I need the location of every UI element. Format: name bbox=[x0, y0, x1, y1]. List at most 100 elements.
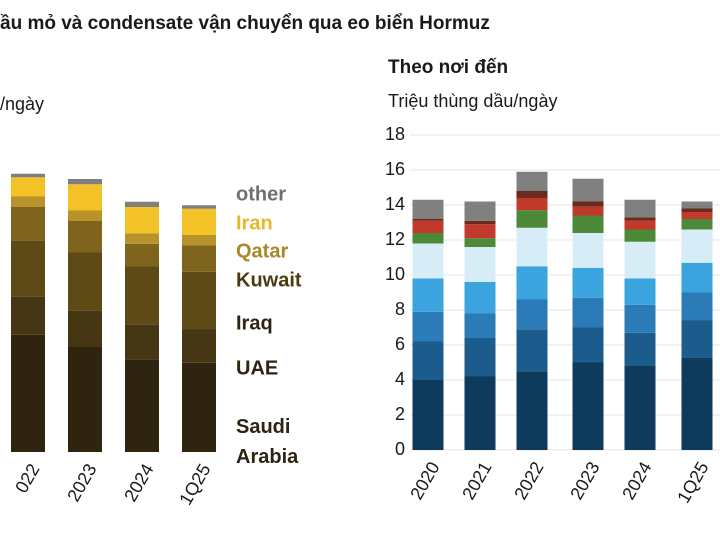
bar-segment bbox=[624, 217, 656, 221]
bar-segment bbox=[11, 334, 45, 452]
bar-segment bbox=[11, 196, 45, 207]
bar-segment bbox=[182, 329, 216, 363]
bar-segment bbox=[464, 224, 496, 239]
y-tick-label: 4 bbox=[395, 369, 405, 389]
bar-segment bbox=[681, 229, 713, 263]
bar-segment bbox=[182, 205, 216, 209]
bar-segment bbox=[125, 359, 159, 452]
y-tick-label: 12 bbox=[385, 229, 405, 249]
x-tick-label: 2022 bbox=[510, 458, 547, 503]
bar-segment bbox=[681, 201, 713, 209]
bar-segment bbox=[412, 380, 444, 450]
bar-segment bbox=[572, 206, 604, 216]
bar-segment bbox=[68, 210, 102, 221]
chart-title: Theo nơi đến bbox=[388, 57, 508, 78]
bar-segment bbox=[68, 310, 102, 347]
bar-segment bbox=[516, 198, 548, 211]
legend-label: other bbox=[236, 183, 286, 205]
legend-label: UAE bbox=[236, 357, 278, 379]
bar-segment bbox=[681, 357, 713, 450]
bar-segment bbox=[125, 207, 159, 234]
bar-segment bbox=[516, 371, 548, 450]
bar-segment bbox=[516, 299, 548, 330]
bar-segment bbox=[125, 266, 159, 325]
x-tick-label: 2020 bbox=[406, 458, 443, 503]
legend-label: Kuwait bbox=[236, 269, 302, 291]
bar-segment bbox=[572, 362, 604, 450]
bar-segment bbox=[464, 201, 496, 221]
bar-segment bbox=[516, 210, 548, 228]
bar-segment bbox=[464, 238, 496, 247]
bar-segment bbox=[464, 282, 496, 314]
bar-segment bbox=[681, 208, 713, 212]
bar-segment bbox=[464, 313, 496, 338]
bar-segment bbox=[68, 221, 102, 253]
bar-segment bbox=[412, 311, 444, 342]
x-tick-label: 2021 bbox=[458, 458, 495, 503]
bar-segment bbox=[182, 245, 216, 272]
bar-segment bbox=[11, 296, 45, 335]
legend-label: Iran bbox=[236, 212, 273, 234]
y-tick-label: 0 bbox=[395, 439, 405, 459]
y-tick-label: 16 bbox=[385, 159, 405, 179]
bar-segment bbox=[516, 329, 548, 372]
bar-segment bbox=[572, 297, 604, 328]
bar-segment bbox=[572, 268, 604, 298]
bar-segment bbox=[624, 229, 656, 242]
bar-segment bbox=[11, 240, 45, 297]
bar-segment bbox=[125, 233, 159, 244]
bar-segment bbox=[412, 199, 444, 219]
bar-segment bbox=[412, 219, 444, 221]
bar-segment bbox=[516, 191, 548, 198]
y-tick-label: 14 bbox=[385, 194, 405, 214]
bar-segment bbox=[68, 179, 102, 185]
bar-segment bbox=[182, 271, 216, 330]
bar-segment bbox=[624, 278, 656, 305]
page-title: ầu mỏ và condensate vận chuyển qua eo bi… bbox=[0, 13, 490, 34]
y-tick-label: 8 bbox=[395, 299, 405, 319]
x-tick-label: 2023 bbox=[63, 460, 100, 505]
x-tick-label: 2024 bbox=[618, 458, 655, 503]
bar-segment bbox=[464, 247, 496, 282]
bar-segment bbox=[464, 338, 496, 377]
bar-segment bbox=[11, 177, 45, 197]
bar-segment bbox=[412, 243, 444, 279]
bar-segment bbox=[125, 324, 159, 360]
bar-segment bbox=[681, 320, 713, 358]
bar-segment bbox=[412, 278, 444, 312]
bar-segment bbox=[68, 252, 102, 311]
y-axis-label: /ngày bbox=[0, 94, 44, 114]
bar-segment bbox=[412, 233, 444, 244]
bar-segment bbox=[516, 227, 548, 267]
bar-segment bbox=[624, 241, 656, 279]
bar-segment bbox=[624, 304, 656, 333]
legend-label: Iraq bbox=[236, 312, 273, 334]
bar-segment bbox=[125, 243, 159, 267]
x-tick-label: 2024 bbox=[120, 460, 157, 505]
bar-segment bbox=[624, 199, 656, 218]
bar-segment bbox=[681, 219, 713, 230]
legend-label: Qatar bbox=[236, 240, 288, 262]
bar-segment bbox=[681, 292, 713, 321]
y-tick-label: 18 bbox=[385, 124, 405, 144]
y-tick-label: 2 bbox=[395, 404, 405, 424]
bar-segment bbox=[464, 220, 496, 225]
bar-segment bbox=[11, 207, 45, 241]
bar-segment bbox=[624, 220, 656, 230]
x-tick-label: 2023 bbox=[566, 458, 603, 503]
bar-segment bbox=[681, 212, 713, 219]
y-tick-label: 10 bbox=[385, 264, 405, 284]
bar-segment bbox=[412, 341, 444, 380]
y-axis-label: Triệu thùng dầu/ngày bbox=[388, 91, 557, 111]
x-tick-label: 1Q25 bbox=[175, 460, 214, 508]
bar-segment bbox=[68, 347, 102, 452]
bar-segment bbox=[624, 332, 656, 366]
bar-segment bbox=[624, 366, 656, 450]
bar-segment bbox=[516, 171, 548, 191]
x-tick-label: 1Q25 bbox=[673, 458, 712, 506]
bar-segment bbox=[572, 233, 604, 268]
bar-segment bbox=[516, 266, 548, 300]
bar-segment bbox=[182, 362, 216, 452]
bar-segment bbox=[182, 235, 216, 246]
